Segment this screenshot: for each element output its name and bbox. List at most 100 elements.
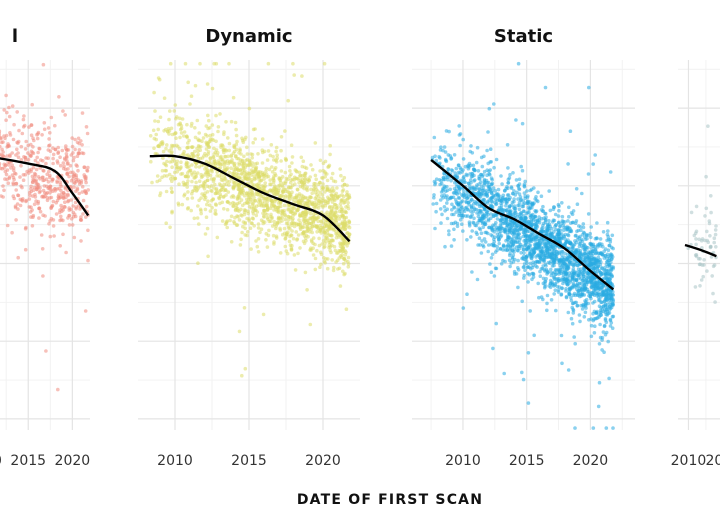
data-point	[215, 235, 220, 240]
data-point	[256, 200, 261, 204]
data-point	[283, 170, 288, 175]
data-point	[489, 255, 494, 260]
data-point	[287, 164, 292, 169]
data-point	[569, 229, 574, 234]
data-point	[330, 205, 335, 209]
data-point	[205, 226, 210, 231]
data-point	[74, 163, 78, 167]
data-point	[5, 223, 10, 228]
data-point	[185, 185, 189, 189]
data-point	[27, 190, 32, 195]
data-point	[295, 208, 300, 213]
data-point	[476, 243, 480, 247]
data-point	[272, 240, 276, 244]
data-point	[531, 263, 535, 268]
data-point	[470, 270, 474, 274]
data-point	[534, 198, 539, 203]
data-point	[469, 206, 474, 210]
data-point	[596, 281, 601, 286]
data-point	[225, 207, 230, 212]
data-point	[45, 195, 49, 200]
data-point	[536, 190, 540, 195]
data-point	[219, 178, 224, 182]
data-point	[317, 243, 322, 248]
data-point	[610, 253, 614, 257]
data-point	[298, 246, 302, 250]
data-point	[224, 148, 228, 152]
data-point	[448, 196, 452, 200]
data-point	[36, 132, 40, 136]
data-point	[277, 210, 281, 215]
data-point	[569, 298, 574, 303]
data-point	[486, 249, 491, 254]
data-point	[588, 294, 593, 299]
data-point	[163, 127, 168, 132]
data-point	[46, 180, 51, 184]
data-point	[255, 161, 260, 166]
data-point	[345, 197, 350, 202]
data-point	[84, 176, 88, 180]
data-point	[46, 126, 51, 130]
data-point	[557, 208, 561, 213]
data-point	[471, 163, 476, 168]
data-point	[59, 203, 63, 208]
data-point	[575, 303, 580, 308]
data-point	[346, 265, 351, 269]
data-point	[579, 294, 583, 298]
data-point	[61, 232, 65, 237]
data-point	[343, 271, 347, 276]
data-point	[222, 194, 226, 199]
data-point	[525, 229, 530, 234]
data-point	[556, 221, 561, 225]
data-point	[318, 250, 323, 255]
data-point	[234, 133, 239, 138]
data-point	[240, 230, 244, 235]
data-point	[543, 280, 547, 284]
data-point	[543, 262, 548, 267]
data-point	[608, 277, 612, 282]
data-point	[192, 216, 197, 221]
data-point	[461, 229, 465, 233]
data-point	[263, 196, 267, 201]
data-point	[184, 162, 188, 166]
data-point	[258, 230, 262, 235]
data-point	[336, 251, 340, 255]
data-point	[495, 217, 500, 221]
data-point	[300, 74, 304, 78]
data-point	[479, 191, 484, 196]
data-point	[323, 261, 328, 265]
data-point	[342, 224, 346, 228]
data-point	[227, 183, 231, 187]
data-point	[541, 258, 545, 262]
data-point	[528, 243, 532, 247]
data-point	[491, 212, 496, 217]
data-point	[205, 202, 209, 207]
data-point	[279, 159, 283, 163]
data-point	[86, 228, 90, 233]
data-point	[461, 306, 466, 310]
data-point	[599, 305, 603, 310]
data-point	[274, 149, 278, 154]
data-point	[583, 237, 588, 241]
data-point	[442, 171, 447, 176]
data-point	[196, 152, 200, 157]
data-point	[452, 227, 456, 232]
data-point	[520, 299, 524, 304]
data-point	[483, 222, 488, 227]
data-point	[598, 244, 603, 248]
data-point	[177, 116, 182, 121]
data-point	[283, 129, 287, 133]
data-point	[195, 188, 199, 192]
data-point	[556, 202, 561, 207]
data-point	[454, 200, 459, 204]
data-point	[86, 258, 90, 263]
data-point	[552, 263, 556, 268]
data-point	[566, 368, 571, 372]
data-point	[473, 178, 477, 182]
data-point	[241, 190, 246, 195]
data-point	[221, 185, 225, 189]
data-point	[608, 290, 612, 295]
data-point	[69, 153, 74, 157]
data-point	[213, 211, 217, 216]
data-point	[443, 150, 448, 154]
